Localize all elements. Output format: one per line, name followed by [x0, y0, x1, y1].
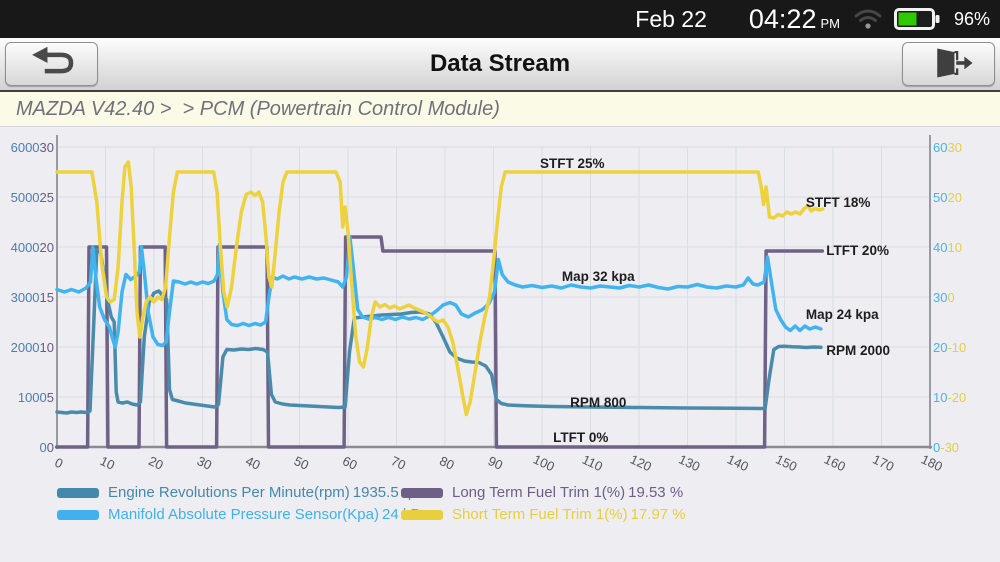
- svg-text:160: 160: [822, 452, 848, 475]
- svg-text:LTFT 20%: LTFT 20%: [826, 243, 889, 258]
- legend-swatch-ltft: [401, 487, 443, 498]
- back-button[interactable]: [5, 42, 98, 86]
- page-title: Data Stream: [429, 50, 571, 77]
- battery-icon: [893, 7, 940, 31]
- svg-text:100: 100: [531, 452, 557, 475]
- chart-svg: 6000305000254000203000152000101000500603…: [11, 135, 966, 475]
- svg-text:20: 20: [146, 453, 165, 473]
- legend-label: Long Term Fuel Trim 1(%): [452, 484, 626, 501]
- return-arrow-icon: [24, 44, 80, 85]
- svg-text:30: 30: [195, 453, 214, 473]
- svg-text:4010: 4010: [933, 240, 962, 255]
- exit-button[interactable]: [902, 42, 995, 86]
- svg-text:40: 40: [243, 453, 262, 473]
- svg-text:LTFT 0%: LTFT 0%: [553, 430, 608, 445]
- wifi-icon: [854, 7, 882, 31]
- svg-text:00: 00: [40, 440, 54, 455]
- svg-text:90: 90: [486, 453, 505, 473]
- status-bar: Feb 22 04:22 PM 96%: [0, 0, 1000, 38]
- legend-label: Engine Revolutions Per Minute(rpm): [108, 484, 350, 501]
- data-stream-panel: 600030 500025 400020 300015 200010 10005 00 603…: [0, 127, 1000, 525]
- legend-label: Manifold Absolute Pressure Sensor(Kpa): [108, 506, 379, 523]
- svg-text:110: 110: [580, 452, 605, 474]
- status-meridiem: PM: [820, 15, 840, 31]
- svg-text:200010: 200010: [11, 340, 54, 355]
- legend-swatch-stft: [401, 509, 443, 520]
- svg-text:RPM 2000: RPM 2000: [826, 343, 890, 358]
- svg-text:Map 24 kpa: Map 24 kpa: [806, 307, 879, 322]
- svg-text:70: 70: [389, 453, 408, 473]
- svg-text:10005: 10005: [18, 390, 54, 405]
- chart-legend: Engine Revolutions Per Minute(rpm) 1935.5…: [57, 482, 1000, 525]
- svg-text:60: 60: [340, 453, 359, 473]
- svg-text:300: 300: [933, 290, 955, 305]
- legend-item-map: Manifold Absolute Pressure Sensor(Kpa) 24…: [57, 504, 429, 525]
- svg-text:400020: 400020: [11, 240, 54, 255]
- legend-item-rpm: Engine Revolutions Per Minute(rpm) 1935.5…: [57, 482, 429, 503]
- svg-text:140: 140: [725, 452, 751, 475]
- svg-text:500025: 500025: [11, 190, 54, 205]
- svg-text:300015: 300015: [11, 290, 54, 305]
- legend-value: 17.97 %: [630, 506, 686, 523]
- svg-text:150: 150: [773, 452, 799, 475]
- legend-value: 19.53 %: [628, 484, 684, 501]
- svg-text:0-30: 0-30: [933, 440, 959, 455]
- legend-swatch-map: [57, 509, 99, 520]
- svg-text:20-10: 20-10: [933, 340, 966, 355]
- exit-door-icon: [921, 44, 977, 85]
- legend-label: Short Term Fuel Trim 1(%): [452, 506, 628, 523]
- svg-text:50: 50: [292, 453, 311, 473]
- svg-text:5020: 5020: [933, 190, 962, 205]
- breadcrumb-text: MAZDA V42.40 > > PCM (Powertrain Control…: [16, 97, 500, 120]
- svg-text:10: 10: [98, 453, 117, 473]
- svg-text:170: 170: [870, 452, 896, 475]
- svg-text:600030: 600030: [11, 140, 54, 155]
- status-date: Feb 22: [635, 5, 707, 32]
- svg-text:80: 80: [437, 453, 456, 473]
- legend-item-stft: Short Term Fuel Trim 1(%) 17.97 %: [401, 504, 1000, 525]
- breadcrumb: MAZDA V42.40 > > PCM (Powertrain Control…: [0, 92, 1000, 127]
- status-time: 04:22: [748, 3, 817, 34]
- svg-text:RPM 800: RPM 800: [570, 395, 626, 410]
- legend-item-ltft: Long Term Fuel Trim 1(%) 19.53 %: [401, 482, 1000, 503]
- svg-text:120: 120: [628, 452, 654, 475]
- svg-text:STFT 25%: STFT 25%: [540, 156, 605, 171]
- svg-text:0: 0: [52, 455, 65, 472]
- svg-text:Map 32 kpa: Map 32 kpa: [562, 269, 635, 284]
- svg-text:130: 130: [676, 452, 702, 475]
- svg-text:STFT 18%: STFT 18%: [806, 195, 871, 210]
- battery-percent: 96%: [953, 8, 990, 29]
- svg-text:10-20: 10-20: [933, 390, 966, 405]
- legend-swatch-rpm: [57, 487, 99, 498]
- title-bar: Data Stream: [0, 38, 1000, 92]
- svg-text:6030: 6030: [933, 140, 962, 155]
